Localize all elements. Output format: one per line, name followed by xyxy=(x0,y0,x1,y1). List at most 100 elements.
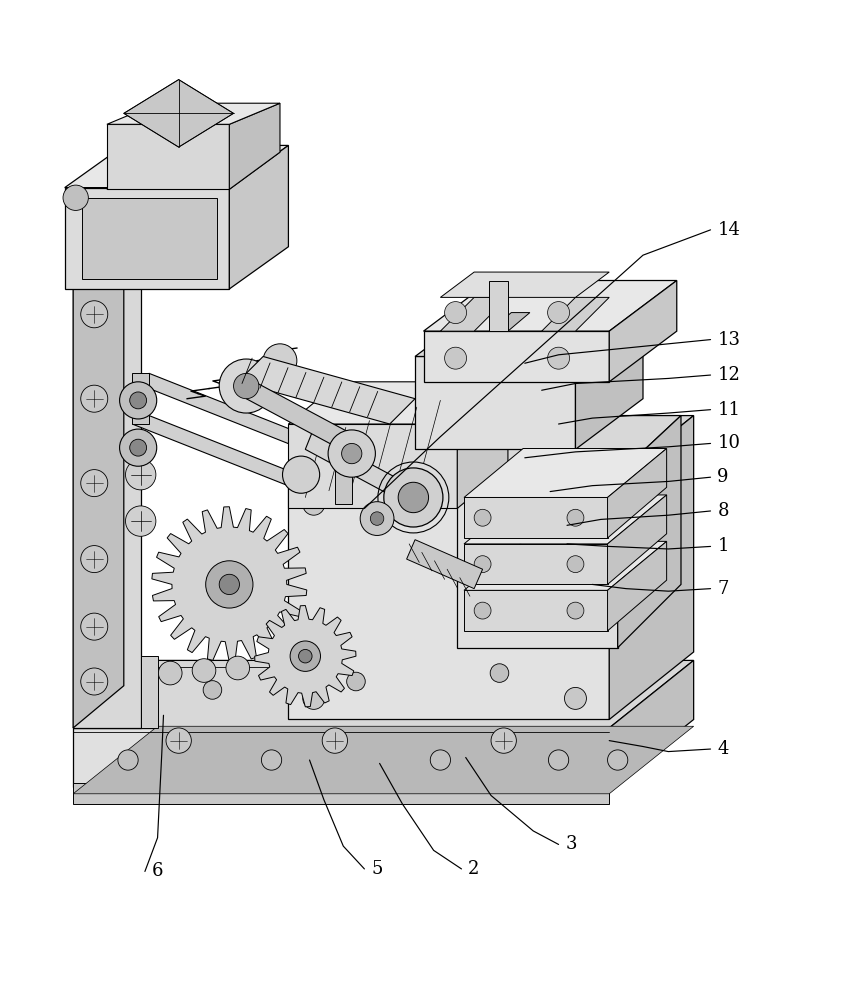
Circle shape xyxy=(234,373,259,399)
Circle shape xyxy=(564,687,586,709)
Polygon shape xyxy=(64,188,230,289)
Polygon shape xyxy=(230,145,289,289)
Circle shape xyxy=(548,347,569,369)
Text: 12: 12 xyxy=(717,366,740,384)
Circle shape xyxy=(360,502,394,535)
Polygon shape xyxy=(289,416,694,483)
Polygon shape xyxy=(609,660,694,787)
Circle shape xyxy=(118,750,138,770)
Polygon shape xyxy=(238,356,415,424)
Text: 7: 7 xyxy=(717,580,728,598)
Circle shape xyxy=(567,556,584,573)
Polygon shape xyxy=(305,432,422,508)
Circle shape xyxy=(490,664,509,682)
Polygon shape xyxy=(457,475,617,648)
Polygon shape xyxy=(457,382,508,508)
Polygon shape xyxy=(464,544,607,584)
Polygon shape xyxy=(73,726,694,794)
Text: 10: 10 xyxy=(717,434,740,452)
Circle shape xyxy=(548,302,569,324)
Circle shape xyxy=(298,649,312,663)
Polygon shape xyxy=(617,416,681,648)
Polygon shape xyxy=(141,656,158,728)
Circle shape xyxy=(567,509,584,526)
Polygon shape xyxy=(490,313,530,331)
Polygon shape xyxy=(424,331,609,382)
Circle shape xyxy=(398,482,429,513)
Circle shape xyxy=(219,574,240,595)
Circle shape xyxy=(263,344,296,378)
Polygon shape xyxy=(289,483,609,719)
Circle shape xyxy=(474,602,491,619)
Polygon shape xyxy=(289,424,457,508)
Polygon shape xyxy=(607,495,667,584)
Polygon shape xyxy=(73,660,694,728)
Circle shape xyxy=(474,509,491,526)
Circle shape xyxy=(119,429,157,466)
Polygon shape xyxy=(230,103,280,189)
Text: 9: 9 xyxy=(717,468,728,486)
Circle shape xyxy=(203,681,222,699)
Circle shape xyxy=(567,602,584,619)
Text: 3: 3 xyxy=(565,835,577,853)
Text: 14: 14 xyxy=(717,221,740,239)
Circle shape xyxy=(226,656,250,680)
Polygon shape xyxy=(440,297,508,331)
Circle shape xyxy=(80,242,108,269)
Polygon shape xyxy=(255,606,356,707)
Text: 4: 4 xyxy=(717,740,728,758)
Polygon shape xyxy=(407,540,483,589)
Polygon shape xyxy=(73,179,124,728)
Polygon shape xyxy=(107,103,280,124)
Polygon shape xyxy=(464,449,667,497)
Circle shape xyxy=(283,456,319,493)
Polygon shape xyxy=(335,449,352,504)
Text: 6: 6 xyxy=(152,862,163,880)
Circle shape xyxy=(125,506,156,536)
Circle shape xyxy=(322,728,347,753)
Polygon shape xyxy=(457,416,681,475)
Circle shape xyxy=(219,359,274,413)
Polygon shape xyxy=(424,281,677,331)
Polygon shape xyxy=(607,449,667,538)
Polygon shape xyxy=(132,373,149,424)
Polygon shape xyxy=(64,145,289,188)
Polygon shape xyxy=(464,590,607,631)
Polygon shape xyxy=(107,152,280,189)
Polygon shape xyxy=(81,198,217,279)
Circle shape xyxy=(291,641,320,671)
Polygon shape xyxy=(575,306,643,449)
Polygon shape xyxy=(607,541,667,631)
Polygon shape xyxy=(124,80,234,147)
Polygon shape xyxy=(246,382,373,462)
Circle shape xyxy=(80,668,108,695)
Polygon shape xyxy=(464,495,667,544)
Circle shape xyxy=(445,347,467,369)
Circle shape xyxy=(302,493,324,515)
Polygon shape xyxy=(132,373,352,462)
Polygon shape xyxy=(490,281,508,331)
Circle shape xyxy=(302,687,324,709)
Polygon shape xyxy=(107,124,230,189)
Polygon shape xyxy=(440,272,609,297)
Circle shape xyxy=(119,382,157,419)
Circle shape xyxy=(125,459,156,490)
Circle shape xyxy=(206,561,253,608)
Polygon shape xyxy=(415,356,575,449)
Circle shape xyxy=(80,613,108,640)
Polygon shape xyxy=(73,783,609,804)
Circle shape xyxy=(474,556,491,573)
Circle shape xyxy=(341,443,362,464)
Polygon shape xyxy=(609,281,677,382)
Circle shape xyxy=(607,750,628,770)
Circle shape xyxy=(80,301,108,328)
Circle shape xyxy=(445,302,467,324)
Circle shape xyxy=(370,512,384,525)
Circle shape xyxy=(549,750,568,770)
Circle shape xyxy=(384,468,443,527)
Polygon shape xyxy=(609,416,694,719)
Polygon shape xyxy=(464,497,607,538)
Text: 8: 8 xyxy=(717,502,728,520)
Circle shape xyxy=(491,728,517,753)
Text: 11: 11 xyxy=(717,401,740,419)
